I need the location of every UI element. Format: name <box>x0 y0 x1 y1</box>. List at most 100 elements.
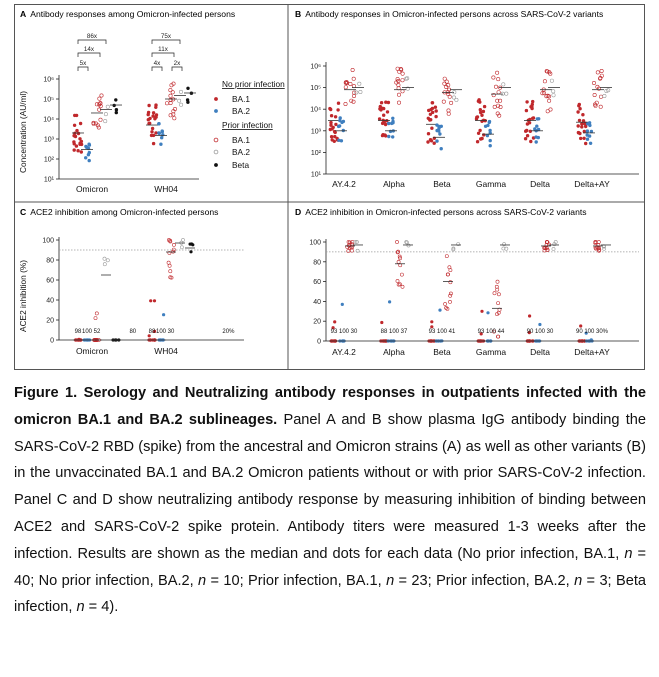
panel-b-point <box>595 70 600 75</box>
panel-a-point <box>87 143 92 147</box>
panel-a-point <box>97 96 102 101</box>
panel-b-point <box>348 82 353 87</box>
panel-b-point <box>528 129 532 133</box>
panel-b-point <box>395 77 400 82</box>
panel-b-point <box>495 70 500 75</box>
caption-text-4: = 23; Prior infection, BA.2, <box>394 572 575 589</box>
panel-d-point <box>579 324 583 328</box>
panel-d-point <box>397 282 402 287</box>
panel-b-point <box>387 134 391 139</box>
panel-b-ytick-label-1: 10⁵ <box>310 85 321 92</box>
panel-a-point <box>84 156 88 160</box>
panel-b-point <box>382 106 386 111</box>
panel-a-point <box>151 114 155 118</box>
panel-a-fold-bracket-5 <box>151 66 163 71</box>
panel-b-point <box>336 101 341 105</box>
panel-a-point <box>78 137 82 141</box>
panel-d-point <box>496 301 501 306</box>
panel-a-fold-label-4: 11x <box>158 46 169 53</box>
panel-b-point <box>397 69 402 74</box>
panel-b-ytick-label-3: 10³ <box>311 128 322 135</box>
figure-1-svg: A Antibody responses among Omicron-infect… <box>14 4 645 370</box>
panel-d-point <box>501 246 506 251</box>
panel-a-point <box>168 113 173 118</box>
panel-b-category-0: AY.4.2 <box>332 179 356 189</box>
panel-c-count-0-2: 52 <box>94 329 101 335</box>
panel-c-point <box>171 242 176 247</box>
panel-c-count-1-2: 30 <box>168 329 175 335</box>
panel-b-point <box>426 132 431 136</box>
panel-b-point <box>400 78 405 83</box>
caption-text-2: = 40; No prior infection, BA.2, <box>14 545 646 589</box>
panel-a-point <box>157 131 161 135</box>
panel-c-point <box>149 299 153 303</box>
panel-b-point <box>442 81 447 86</box>
panel-d-point <box>495 287 500 292</box>
panel-a-ytick-label-4: 10² <box>44 157 55 164</box>
caption-n-5: n <box>76 599 85 616</box>
panel-b-point <box>582 136 586 140</box>
panel-a-point <box>179 102 184 107</box>
panel-b-point <box>549 78 554 83</box>
panel-b-point <box>481 109 486 114</box>
panel-d-count-3: 93 100 44 <box>478 329 505 335</box>
panel-a-point <box>165 101 170 106</box>
panel-b-point <box>531 99 535 104</box>
panel-a-fold-bracket-6 <box>171 66 183 71</box>
panel-b-point <box>431 110 435 115</box>
panel-a-fold-label-6: 2x <box>174 60 182 67</box>
panel-b-point <box>429 139 434 143</box>
panel-b-point <box>585 129 590 133</box>
panel-b-point <box>544 69 549 74</box>
panel-b-point <box>598 104 603 109</box>
panel-b-point <box>523 137 528 141</box>
panel-d-ytick-label-4: 20 <box>313 319 321 326</box>
panel-b-point <box>582 129 586 134</box>
panel-b-letter: B <box>295 9 301 19</box>
panel-b-point <box>352 90 357 95</box>
panel-b-point <box>377 117 382 121</box>
panel-c-ytick-label-5: 0 <box>50 338 54 345</box>
panel-a-point <box>154 131 158 135</box>
legend-marker-ba1 <box>214 97 218 101</box>
panel-b-point <box>439 124 443 128</box>
panel-d-category-5: Delta+AY <box>574 347 610 357</box>
panel-b-point <box>438 132 442 136</box>
panel-d-point <box>584 331 588 335</box>
panel-b-point <box>531 116 535 121</box>
panel-c-ytick-label-3: 40 <box>46 298 54 305</box>
panel-b-point <box>524 108 529 113</box>
panel-b-point <box>480 113 484 118</box>
panel-b-point <box>329 107 333 112</box>
panel-b-point <box>445 89 450 94</box>
panel-a-point <box>114 98 118 102</box>
panel-b-title-text: Antibody responses in Omicron-infected p… <box>305 9 603 19</box>
panel-c-title: C ACE2 inhibition among Omicron-infected … <box>20 207 218 217</box>
panel-b-point <box>493 84 498 89</box>
panel-b-point <box>501 82 506 87</box>
legend-label-beta: Beta <box>232 160 249 170</box>
panel-b-point <box>599 69 604 74</box>
panel-b-point <box>530 105 534 109</box>
panel-d-point <box>496 334 501 339</box>
panel-d-count-1: 88 100 37 <box>381 329 408 335</box>
panel-b-point <box>580 125 584 129</box>
legend-heading-no-prior: No prior infection <box>222 79 285 89</box>
panel-b-point <box>426 140 430 144</box>
panel-b-point <box>536 135 540 140</box>
panel-b-point <box>333 134 337 139</box>
panel-b-point <box>343 102 348 107</box>
panel-a-point <box>72 123 77 128</box>
panel-c-count-1-4: 20% <box>222 329 235 335</box>
panel-d-point <box>340 302 344 306</box>
panel-a-point <box>177 98 182 103</box>
panel-a-point <box>103 112 108 117</box>
panel-d-point <box>479 332 483 336</box>
panel-b-point <box>584 124 588 129</box>
panel-d-point <box>552 242 557 247</box>
panel-c-point <box>168 269 173 274</box>
panel-c-ytick-label-1: 80 <box>46 258 54 265</box>
panel-a-title-text: Antibody responses among Omicron-infecte… <box>30 9 235 19</box>
panel-b-point <box>577 102 581 107</box>
panel-c-point <box>102 256 107 261</box>
